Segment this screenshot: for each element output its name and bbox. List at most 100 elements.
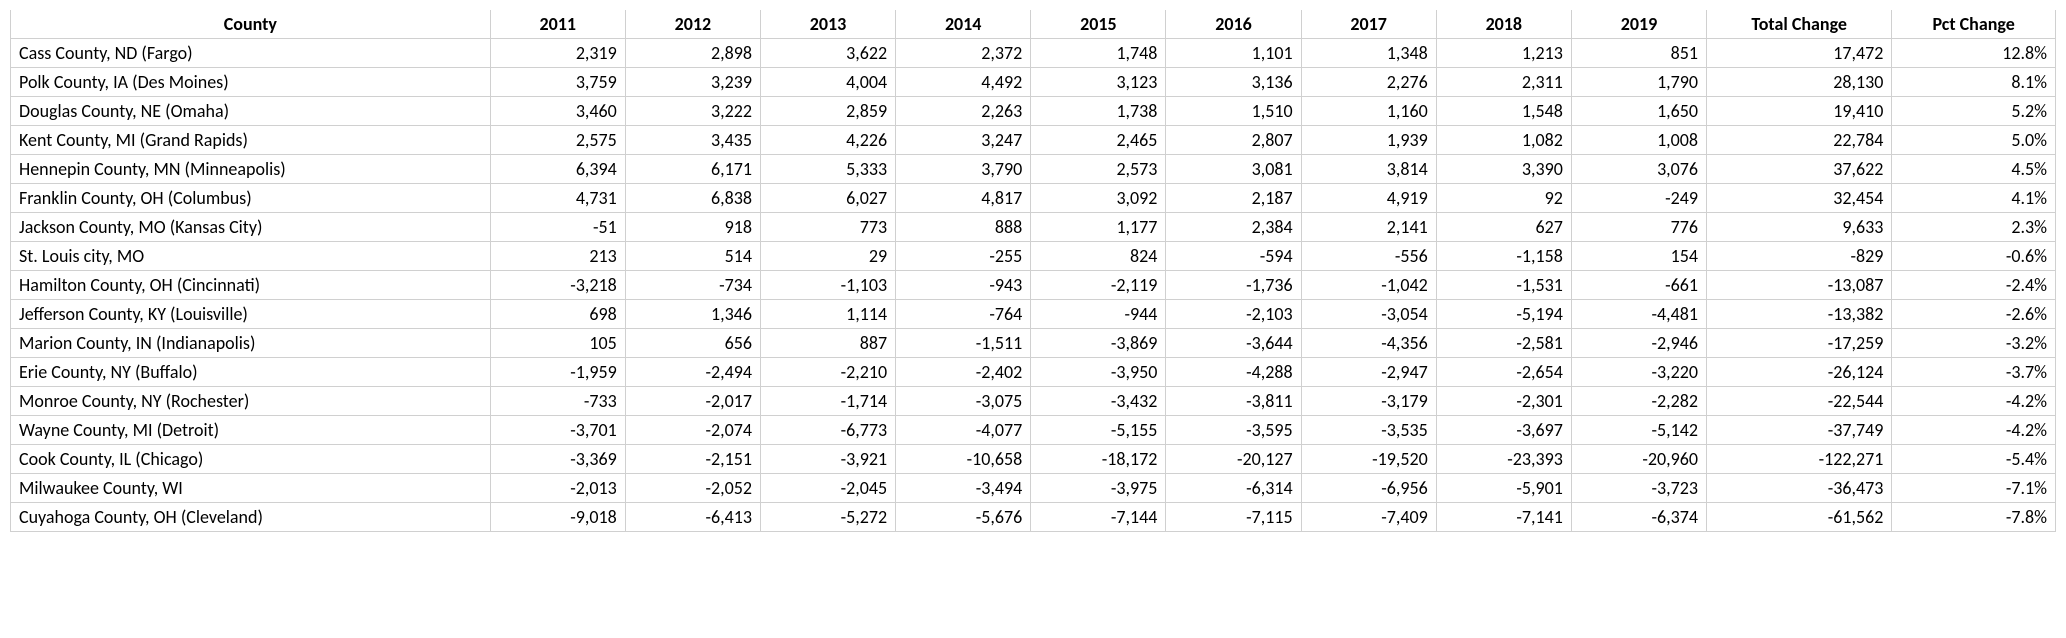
cell-year: -2,013 xyxy=(490,474,625,503)
cell-year: 2,311 xyxy=(1436,68,1571,97)
table-row: Cuyahoga County, OH (Cleveland)-9,018-6,… xyxy=(11,503,2056,532)
cell-total-change: -13,382 xyxy=(1707,300,1892,329)
cell-year: 4,226 xyxy=(760,126,895,155)
cell-year: 1,082 xyxy=(1436,126,1571,155)
cell-year: 1,008 xyxy=(1571,126,1706,155)
cell-year: 4,919 xyxy=(1301,184,1436,213)
cell-total-change: -61,562 xyxy=(1707,503,1892,532)
cell-year: -2,045 xyxy=(760,474,895,503)
cell-county: Polk County, IA (Des Moines) xyxy=(11,68,491,97)
cell-year: 824 xyxy=(1031,242,1166,271)
cell-year: -2,052 xyxy=(625,474,760,503)
cell-year: 1,738 xyxy=(1031,97,1166,126)
cell-year: 2,263 xyxy=(896,97,1031,126)
cell-pct-change: 5.2% xyxy=(1892,97,2056,126)
cell-year: -2,151 xyxy=(625,445,760,474)
cell-year: -6,956 xyxy=(1301,474,1436,503)
cell-year: -3,811 xyxy=(1166,387,1301,416)
cell-year: 6,838 xyxy=(625,184,760,213)
col-total-change: Total Change xyxy=(1707,10,1892,39)
cell-year: -5,901 xyxy=(1436,474,1571,503)
cell-pct-change: 12.8% xyxy=(1892,39,2056,68)
cell-year: -3,701 xyxy=(490,416,625,445)
cell-year: -4,288 xyxy=(1166,358,1301,387)
cell-year: -2,282 xyxy=(1571,387,1706,416)
cell-year: 1,213 xyxy=(1436,39,1571,68)
cell-year: -943 xyxy=(896,271,1031,300)
cell-year: -3,535 xyxy=(1301,416,1436,445)
cell-year: -2,103 xyxy=(1166,300,1301,329)
cell-pct-change: -5.4% xyxy=(1892,445,2056,474)
cell-year: 4,731 xyxy=(490,184,625,213)
cell-year: 154 xyxy=(1571,242,1706,271)
cell-year: -19,520 xyxy=(1301,445,1436,474)
cell-year: -5,194 xyxy=(1436,300,1571,329)
cell-year: 1,114 xyxy=(760,300,895,329)
cell-year: -2,654 xyxy=(1436,358,1571,387)
cell-total-change: -36,473 xyxy=(1707,474,1892,503)
cell-year: -51 xyxy=(490,213,625,242)
cell-year: 2,859 xyxy=(760,97,895,126)
cell-year: -255 xyxy=(896,242,1031,271)
cell-year: -2,210 xyxy=(760,358,895,387)
cell-year: 3,092 xyxy=(1031,184,1166,213)
cell-year: 4,492 xyxy=(896,68,1031,97)
cell-year: 3,790 xyxy=(896,155,1031,184)
cell-year: 3,123 xyxy=(1031,68,1166,97)
cell-year: -3,054 xyxy=(1301,300,1436,329)
cell-year: -3,950 xyxy=(1031,358,1166,387)
cell-year: 3,390 xyxy=(1436,155,1571,184)
cell-year: 1,160 xyxy=(1301,97,1436,126)
cell-total-change: 28,130 xyxy=(1707,68,1892,97)
col-2015: 2015 xyxy=(1031,10,1166,39)
cell-pct-change: 2.3% xyxy=(1892,213,2056,242)
cell-year: 3,435 xyxy=(625,126,760,155)
cell-year: -2,947 xyxy=(1301,358,1436,387)
cell-county: Milwaukee County, WI xyxy=(11,474,491,503)
cell-year: 29 xyxy=(760,242,895,271)
cell-year: -764 xyxy=(896,300,1031,329)
cell-year: 6,171 xyxy=(625,155,760,184)
cell-total-change: -37,749 xyxy=(1707,416,1892,445)
cell-year: 1,348 xyxy=(1301,39,1436,68)
cell-year: 1,346 xyxy=(625,300,760,329)
cell-year: -3,179 xyxy=(1301,387,1436,416)
cell-year: 851 xyxy=(1571,39,1706,68)
cell-year: 2,384 xyxy=(1166,213,1301,242)
cell-year: 918 xyxy=(625,213,760,242)
cell-year: 3,622 xyxy=(760,39,895,68)
cell-total-change: 17,472 xyxy=(1707,39,1892,68)
cell-total-change: -26,124 xyxy=(1707,358,1892,387)
cell-year: -5,155 xyxy=(1031,416,1166,445)
cell-total-change: -17,259 xyxy=(1707,329,1892,358)
cell-year: -3,644 xyxy=(1166,329,1301,358)
cell-total-change: -13,087 xyxy=(1707,271,1892,300)
cell-total-change: 19,410 xyxy=(1707,97,1892,126)
cell-pct-change: -3.2% xyxy=(1892,329,2056,358)
cell-year: -6,413 xyxy=(625,503,760,532)
cell-year: 656 xyxy=(625,329,760,358)
cell-year: -249 xyxy=(1571,184,1706,213)
cell-year: -2,301 xyxy=(1436,387,1571,416)
cell-year: 2,141 xyxy=(1301,213,1436,242)
cell-county: Erie County, NY (Buffalo) xyxy=(11,358,491,387)
table-row: Kent County, MI (Grand Rapids)2,5753,435… xyxy=(11,126,2056,155)
cell-year: -3,723 xyxy=(1571,474,1706,503)
cell-year: -3,218 xyxy=(490,271,625,300)
cell-county: Douglas County, NE (Omaha) xyxy=(11,97,491,126)
col-county: County xyxy=(11,10,491,39)
cell-year: 2,372 xyxy=(896,39,1031,68)
col-2016: 2016 xyxy=(1166,10,1301,39)
cell-county: Marion County, IN (Indianapolis) xyxy=(11,329,491,358)
cell-year: 2,807 xyxy=(1166,126,1301,155)
cell-year: 2,319 xyxy=(490,39,625,68)
cell-county: Cass County, ND (Fargo) xyxy=(11,39,491,68)
table-row: Hennepin County, MN (Minneapolis)6,3946,… xyxy=(11,155,2056,184)
cell-year: -4,077 xyxy=(896,416,1031,445)
cell-year: 2,575 xyxy=(490,126,625,155)
cell-total-change: 22,784 xyxy=(1707,126,1892,155)
cell-year: 4,004 xyxy=(760,68,895,97)
cell-year: 2,187 xyxy=(1166,184,1301,213)
table-row: Marion County, IN (Indianapolis)10565688… xyxy=(11,329,2056,358)
county-migration-table: County 2011 2012 2013 2014 2015 2016 201… xyxy=(10,10,2056,532)
